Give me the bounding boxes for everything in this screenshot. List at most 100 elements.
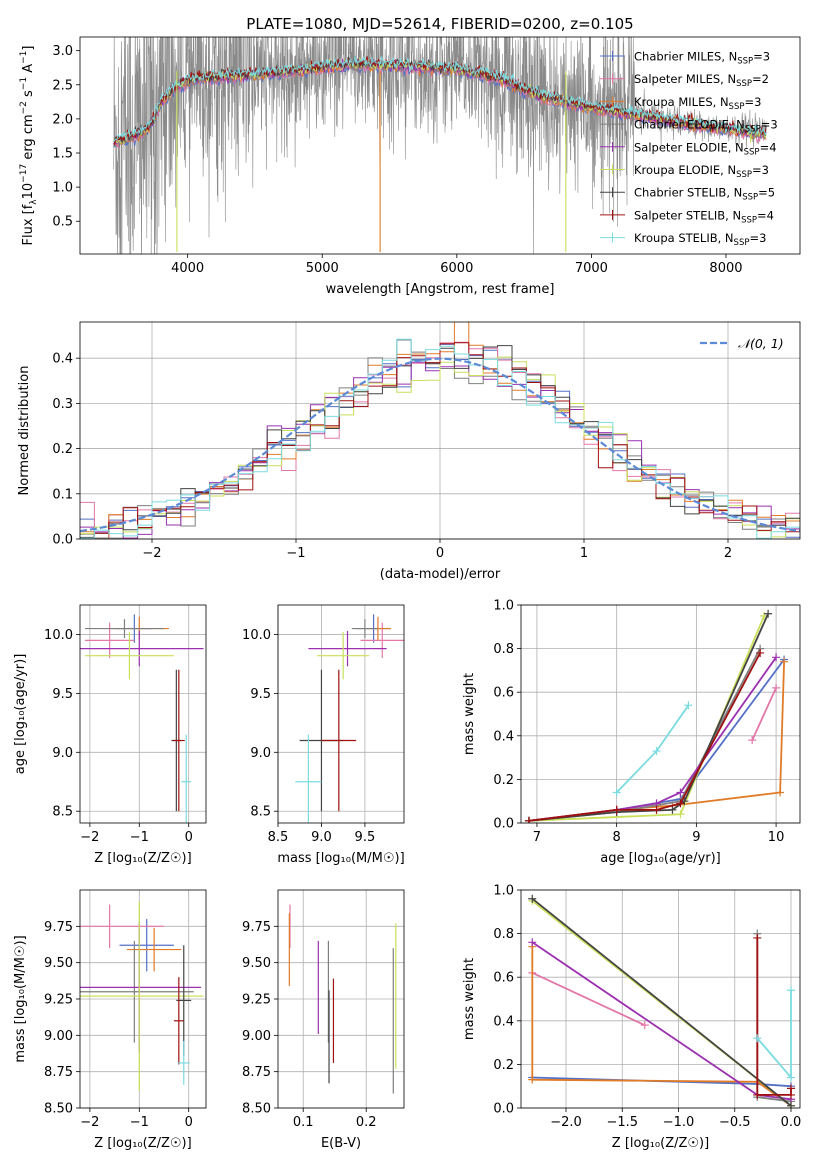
spectrum-ytick-label: 2.5 — [52, 78, 73, 93]
mass_vs_Z-ytick-label: 9.50 — [44, 956, 73, 971]
age_vs_mass-axes: 8.5 9.0 9.5 8.5 9.0 9.5 10.0 mass [log₁₀(M/M☉)] — [242, 604, 405, 866]
weight_vs_Z-frame — [520, 889, 801, 1109]
residuals-xtick-label: −2 — [142, 546, 161, 561]
weight-point-marker — [640, 1021, 649, 1030]
legend-sub: SSP — [744, 147, 760, 157]
weight-point-marker — [676, 799, 685, 808]
age_vs_Z-ytick-label: 8.5 — [52, 805, 73, 820]
weight_vs_Z-ytick-label: 0.0 — [493, 1102, 514, 1117]
residuals-ytick-label: 0.1 — [52, 487, 73, 502]
mass_vs_Z-xtick-label: −1 — [130, 1115, 149, 1130]
mass_vs_ebv-ytick-label: 9.50 — [242, 956, 271, 971]
legend-nssp: =2 — [752, 72, 769, 86]
legend-nssp: =5 — [758, 186, 775, 200]
legend-label: Chabrier MILES, NSSP=3 — [634, 50, 770, 67]
mass_vs_ebv-axes: 0.1 0.2 8.50 8.75 9.00 9.25 9.50 9.75 E(B-V) — [242, 889, 405, 1151]
legend-label: Chabrier STELIB, NSSP=5 — [634, 186, 775, 203]
weight_vs_age-ytick-label: 0.6 — [493, 686, 514, 701]
weight-point-marker — [612, 788, 621, 797]
residuals-xtick-label: 0 — [436, 546, 444, 561]
weight-point-marker — [528, 1075, 537, 1084]
mass_vs_Z-ytick-label: 8.75 — [44, 1065, 73, 1080]
legend-nssp: =4 — [760, 140, 777, 154]
observed-spectrum-line — [113, 37, 767, 254]
spectrum-frame — [79, 36, 801, 255]
residuals-ytick-label: 0.3 — [52, 397, 73, 412]
mass_vs_Z-ytick-label: 8.50 — [44, 1102, 73, 1117]
age_vs_Z-xlabel: Z [log₁₀(Z/Z☉)] — [94, 851, 191, 866]
weight-point-marker — [528, 938, 537, 947]
age_vs_Z-xtick-label: 0 — [185, 830, 193, 845]
weight-point-marker — [652, 805, 661, 814]
spectrum-ylabel-part: −1 — [19, 51, 29, 64]
legend-model-name: Chabrier ELODIE, N — [634, 118, 745, 132]
mass_vs_ebv-ytick-label: 9.00 — [242, 1029, 271, 1044]
weight_vs_age-xtick-label: 10 — [768, 830, 785, 845]
weight_vs_Z-ylabel: mass weight — [462, 958, 477, 1040]
spectrum-ylabel-part: −17 — [19, 164, 29, 183]
age_vs_mass-xtick-label: 9.5 — [355, 830, 376, 845]
spectrum-ylabel: Flux [fλ10−17 erg cm−2 s−1 A−1] — [19, 46, 39, 246]
residual-histogram — [80, 342, 800, 539]
weight-point-marker — [787, 1101, 795, 1108]
weight_vs_age-ylabel: mass weight — [462, 673, 477, 755]
weight-point-marker — [756, 648, 765, 657]
weight-point-marker — [753, 1090, 762, 1099]
residuals-xtick-label: 2 — [724, 546, 732, 561]
age_vs_mass-xtick-label: 9.0 — [311, 830, 332, 845]
legend-label: Salpeter ELODIE, NSSP=4 — [634, 140, 777, 157]
legend-model-name: Chabrier STELIB, N — [634, 186, 742, 200]
weight_vs_age-panel: 7 8 9 10 0.0 0.2 0.4 0.6 0.8 1.0 age [log₁₀(age/yr… — [462, 599, 801, 866]
spectrum-xtick-label: 5000 — [306, 261, 339, 276]
spectrum-xtick-label: 6000 — [440, 261, 473, 276]
residuals-ytick-label: 0.2 — [52, 442, 73, 457]
weight-point-marker — [776, 788, 785, 797]
age_vs_mass-ytick-label: 8.5 — [250, 805, 271, 820]
mass_vs_Z-ylabel: mass [log₁₀(M/M☉)] — [13, 935, 28, 1062]
spectrum-axes: 4000 5000 6000 7000 8000 0.5 1.0 1.5 2.0 2.5 3.0 wa… — [52, 36, 801, 297]
weight_vs_age-xtick-label: 9 — [692, 830, 700, 845]
weight_vs_Z-marks — [528, 894, 795, 1108]
age_vs_mass-grid — [277, 605, 404, 823]
legend-model-name: Kroupa STELIB, N — [634, 231, 734, 245]
age_vs_Z-ytick-label: 9.0 — [52, 746, 73, 761]
legend-nssp: =3 — [749, 231, 766, 245]
legend-nssp: =3 — [761, 118, 778, 132]
legend-nssp: =3 — [744, 95, 761, 109]
age_vs_Z-ytick-label: 9.5 — [52, 687, 73, 702]
spectrum-ylabel-part: Flux [f — [21, 204, 36, 245]
weight_vs_age-ytick-label: 0.2 — [493, 773, 514, 788]
weight_vs_age-xtick-label: 7 — [533, 830, 541, 845]
spectrum-ylabel-part: s — [21, 90, 36, 101]
weight_vs_Z-axes: −2.0 −1.5 −1.0 −0.5 0.0 0.0 0.2 0.4 0.6 0.8 1.0 Z [… — [462, 884, 801, 1152]
legend-label: Kroupa ELODIE, NSSP=3 — [634, 163, 769, 180]
spectrum-xtick-label: 4000 — [171, 261, 204, 276]
spectrum-panel: 4000 5000 6000 7000 8000 0.5 1.0 1.5 2.0 2.5 3.0 wa… — [19, 36, 801, 297]
weight_vs_Z-ytick-label: 0.8 — [493, 927, 514, 942]
legend-label: Kroupa STELIB, NSSP=3 — [634, 231, 766, 248]
age_vs_mass-ytick-label: 9.0 — [250, 746, 271, 761]
spectrum-ytick-label: 1.5 — [52, 147, 73, 162]
spectrum-xtick-label: 8000 — [709, 261, 742, 276]
weight_vs_Z-panel: −2.0 −1.5 −1.0 −0.5 0.0 0.0 0.2 0.4 0.6 0.8 1.0 Z [… — [462, 884, 801, 1152]
mass_vs_ebv-grid — [278, 890, 404, 1109]
legend-nssp: =3 — [753, 50, 770, 64]
weight-series-line — [531, 897, 792, 1107]
mass_vs_Z-ytick-label: 9.25 — [44, 993, 73, 1008]
age_vs_mass-panel: 8.5 9.0 9.5 8.5 9.0 9.5 10.0 mass [log₁₀(M/M☉)] — [242, 604, 405, 866]
mass_vs_ebv-ytick-label: 9.25 — [242, 993, 271, 1008]
mass_vs_Z-panel: −2 −1 0 8.50 8.75 9.00 9.25 9.50 9.75 Z [log₁₀(Z/… — [13, 889, 207, 1151]
weight-point-marker — [753, 933, 762, 942]
age_vs_mass-xlabel: mass [log₁₀(M/M☉)] — [277, 851, 404, 866]
spectrum-marks — [113, 37, 767, 254]
weight_vs_age-axes: 7 8 9 10 0.0 0.2 0.4 0.6 0.8 1.0 age [log₁₀(age/yr… — [462, 599, 801, 866]
mass_vs_Z-ytick-label: 9.00 — [44, 1029, 73, 1044]
weight-point-marker — [676, 810, 685, 819]
weight_vs_age-frame — [520, 604, 801, 824]
age_vs_mass-ytick-label: 9.5 — [250, 687, 271, 702]
model-spectrum-line — [113, 55, 767, 142]
weight-point-marker — [772, 683, 781, 692]
spectrum-ytick-label: 1.0 — [52, 181, 73, 196]
legend-label: Salpeter MILES, NSSP=2 — [634, 72, 769, 89]
